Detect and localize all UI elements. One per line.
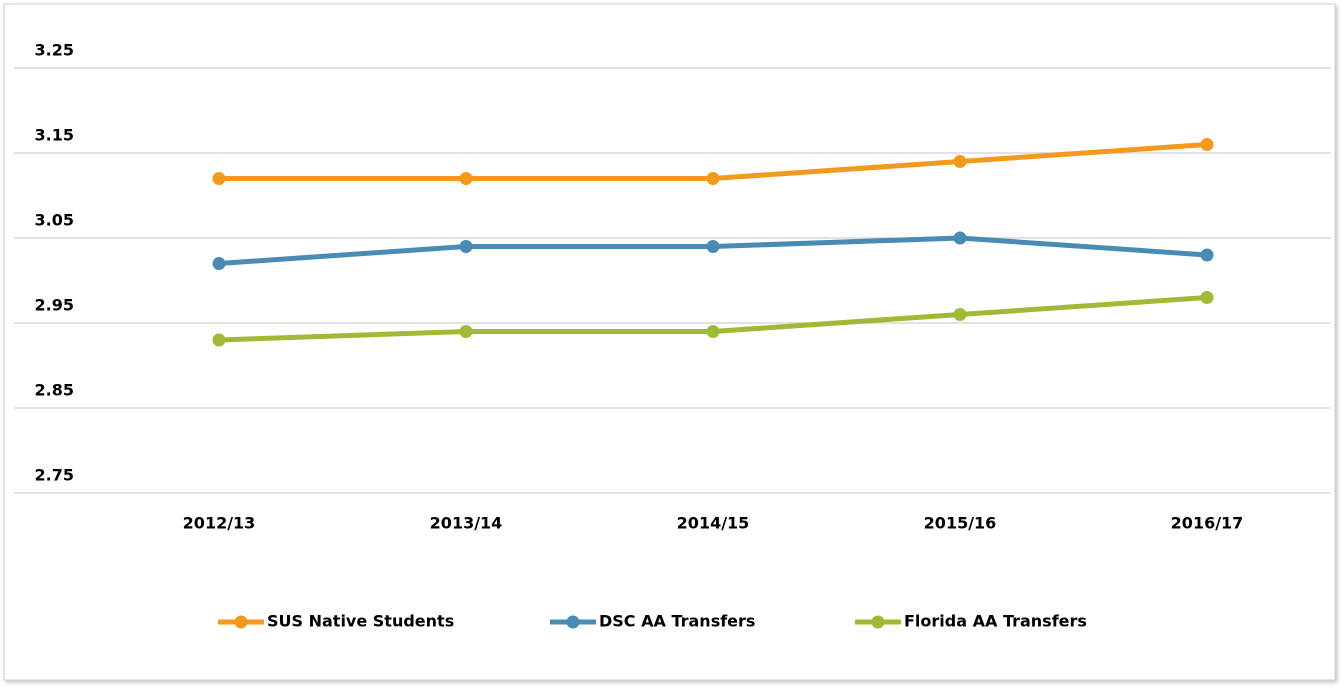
data-point — [706, 172, 720, 185]
data-point — [953, 231, 967, 245]
data-point — [1200, 138, 1214, 151]
legend-label: DSC AA Transfers — [599, 612, 755, 631]
y-tick-label: 2.85 — [35, 381, 74, 400]
data-point — [212, 333, 226, 347]
data-point — [212, 257, 226, 270]
x-tick-label: 2013/14 — [430, 514, 503, 533]
y-tick-label: 2.75 — [35, 466, 74, 485]
legend-marker — [871, 615, 885, 629]
x-tick-label: 2016/17 — [1171, 514, 1244, 533]
legend-marker — [566, 615, 580, 629]
y-tick-label: 3.15 — [35, 126, 74, 145]
x-tick-label: 2014/15 — [677, 514, 750, 533]
data-point — [706, 240, 720, 253]
chart-frame — [3, 3, 1336, 681]
data-point — [1200, 291, 1214, 304]
y-tick-label: 3.25 — [35, 41, 74, 60]
x-tick-label: 2012/13 — [183, 514, 256, 533]
x-tick-label: 2015/16 — [924, 514, 997, 533]
y-tick-label: 2.95 — [35, 296, 74, 315]
data-point — [459, 325, 473, 338]
data-point — [459, 172, 473, 185]
y-tick-label: 3.05 — [35, 211, 74, 230]
legend-marker — [234, 615, 248, 629]
legend-label: SUS Native Students — [267, 612, 454, 631]
data-point — [1200, 248, 1214, 262]
data-point — [706, 325, 720, 338]
data-point — [953, 155, 967, 168]
data-point — [212, 172, 226, 185]
legend-label: Florida AA Transfers — [904, 612, 1087, 631]
data-point — [459, 240, 473, 253]
data-point — [953, 308, 967, 321]
